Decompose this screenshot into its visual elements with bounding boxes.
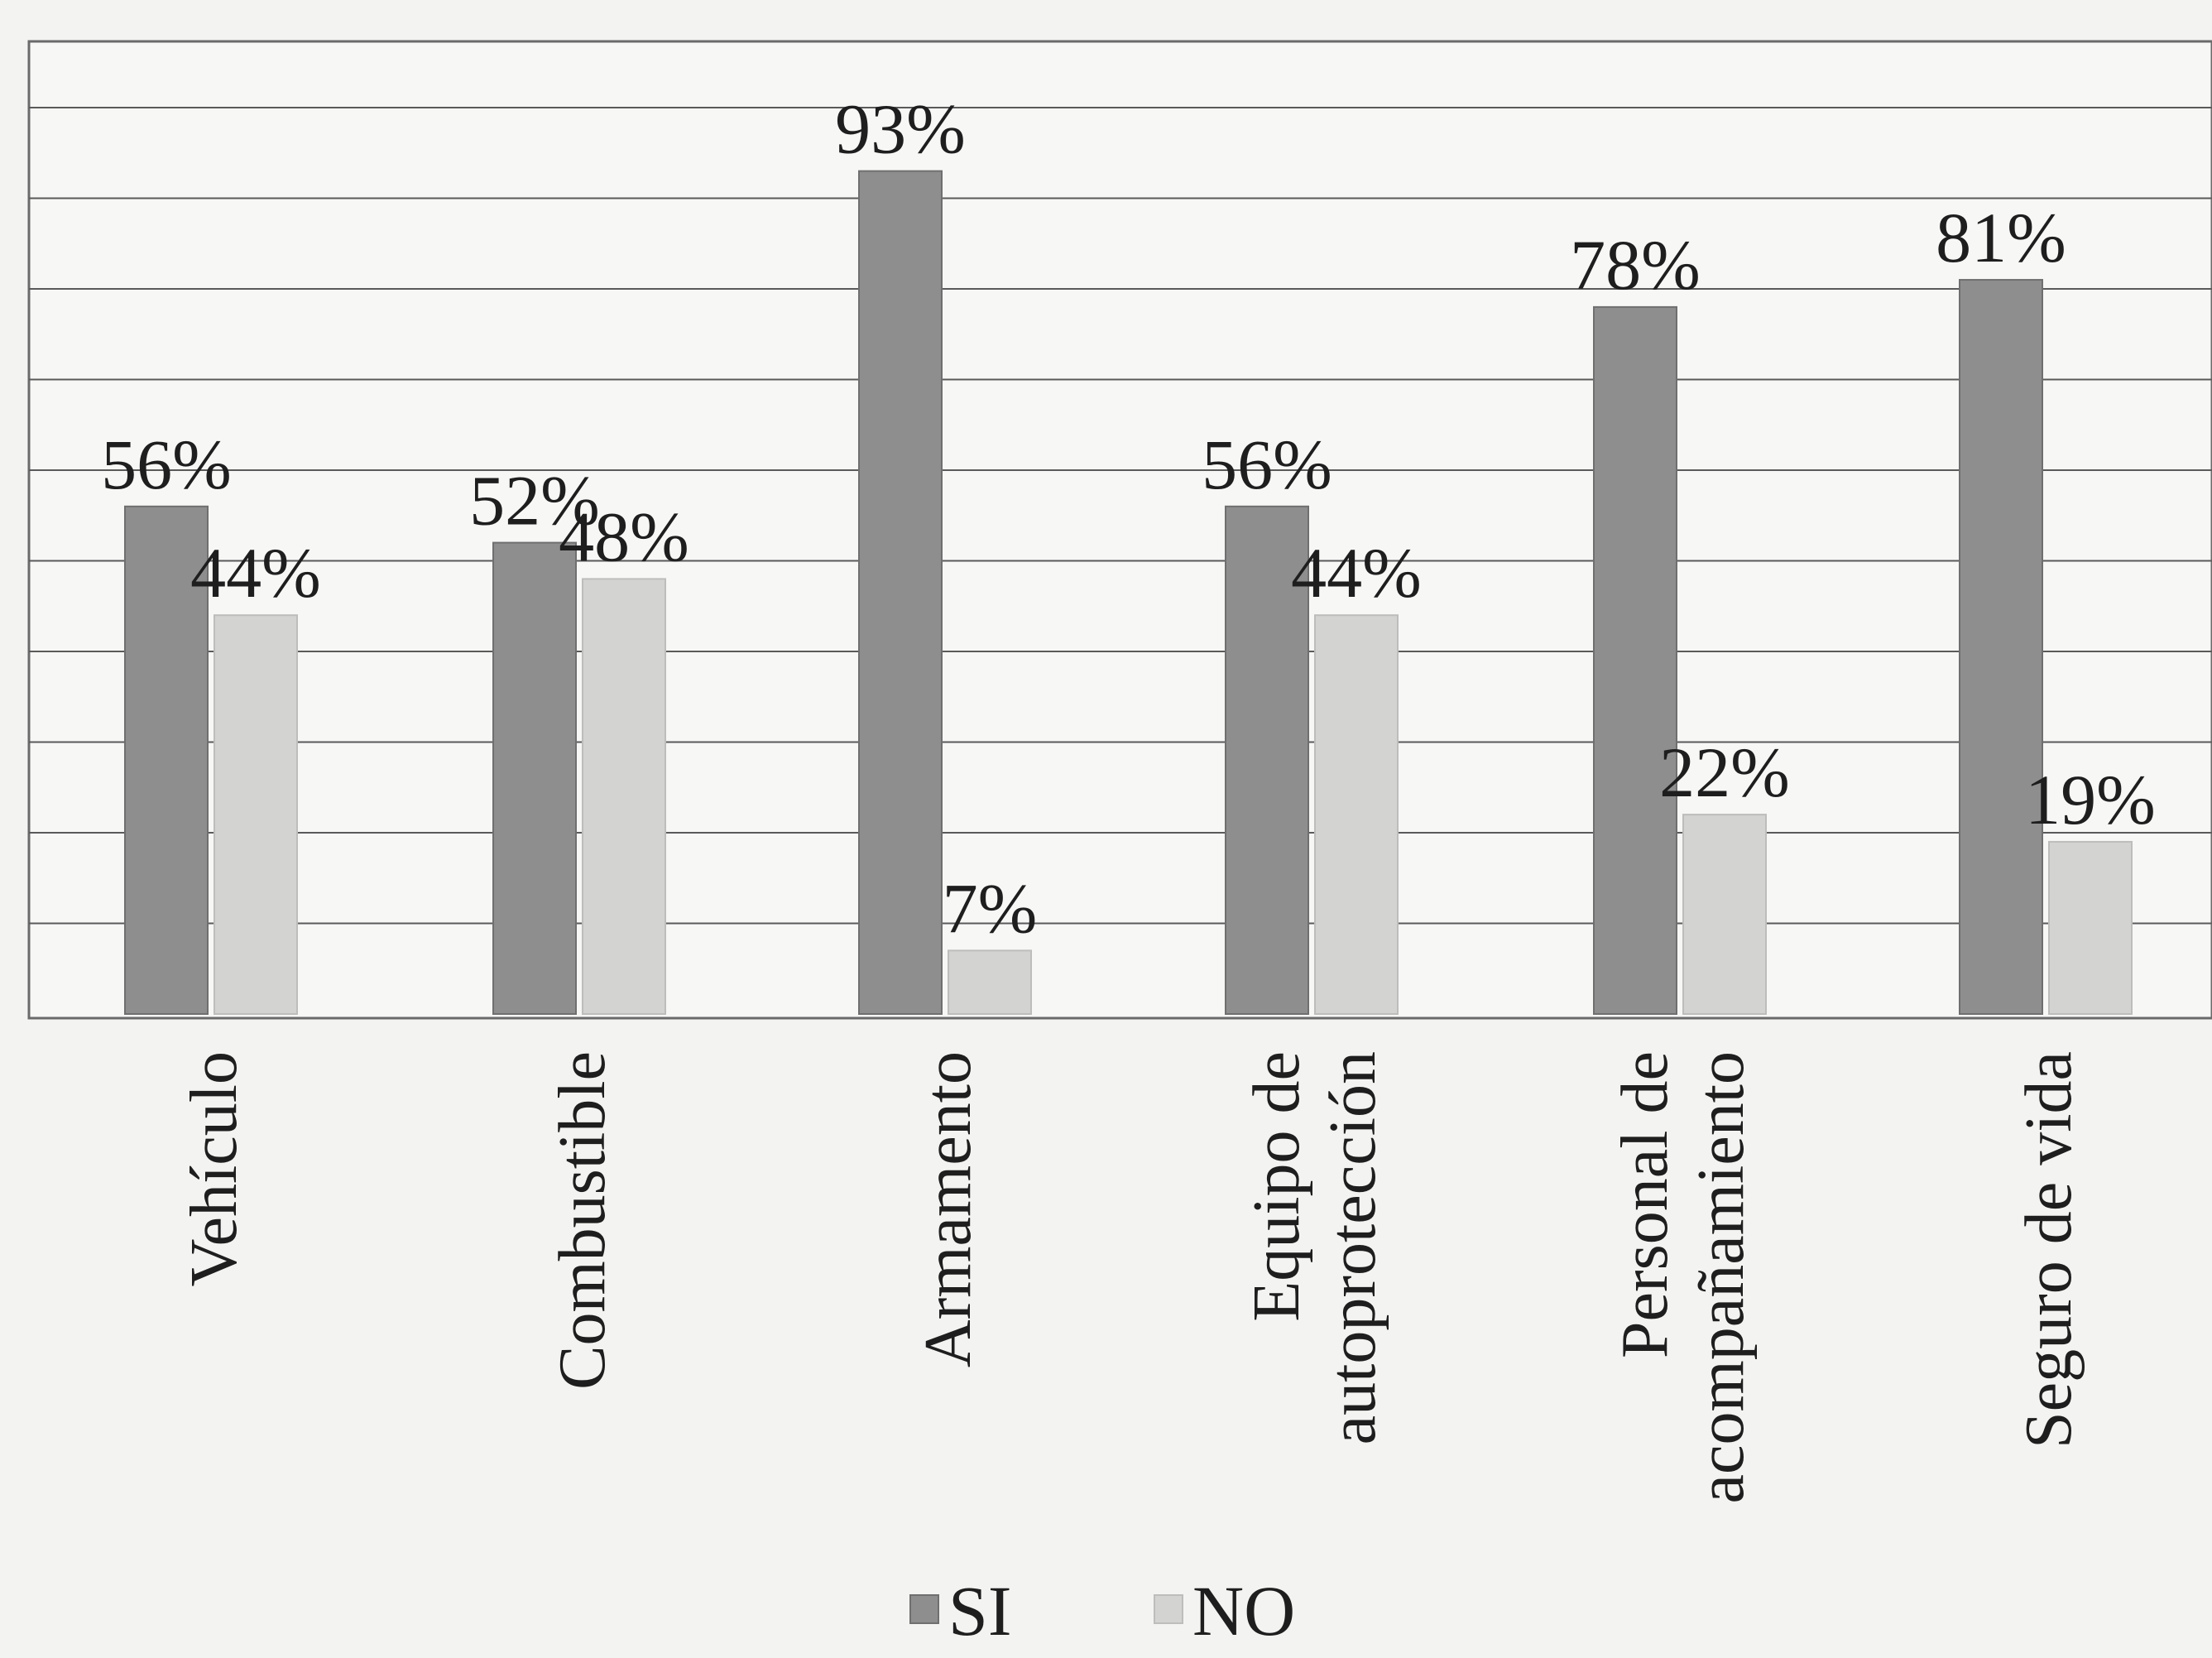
bar-no-2	[948, 949, 1032, 1015]
data-label-si-3: 56%	[1202, 425, 1332, 504]
bars	[124, 170, 2133, 1016]
data-label-no-0: 44%	[190, 533, 321, 613]
bar-si-4	[1593, 305, 1677, 1015]
bar-si-2	[858, 170, 943, 1015]
data-label-no-4: 22%	[1659, 733, 1790, 812]
category-label-3-0: Equipo de	[1240, 1051, 1313, 1322]
data-label-no-5: 19%	[2025, 760, 2156, 839]
legend-swatch-si	[909, 1594, 939, 1624]
data-label-si-1: 52%	[469, 461, 600, 541]
category-label-2-0: Armamento	[912, 1051, 985, 1367]
data-label-no-3: 44%	[1291, 533, 1422, 613]
bar-si-3	[1225, 505, 1309, 1015]
legend-label-si: SI	[948, 1571, 1011, 1651]
bar-no-1	[582, 578, 666, 1015]
legend: SI NO	[909, 1571, 1295, 1651]
bar-si-5	[1959, 279, 2043, 1015]
data-label-no-1: 48%	[559, 497, 689, 576]
legend-label-no: NO	[1192, 1571, 1295, 1651]
category-label-3-1: autoprotección	[1317, 1051, 1389, 1444]
category-label-4-1: acompañamiento	[1685, 1051, 1758, 1503]
plot-area	[27, 40, 2212, 1020]
data-label-si-2: 93%	[835, 89, 966, 169]
category-label-0-0: Vehículo	[178, 1051, 251, 1286]
gridlines	[29, 107, 2212, 925]
bar-no-0	[214, 614, 298, 1015]
data-label-no-2: 7%	[943, 868, 1038, 948]
bar-si-0	[124, 505, 209, 1015]
category-label-5-0: Seguro de vida	[2013, 1051, 2085, 1449]
bar-no-4	[1682, 814, 1767, 1015]
data-label-si-0: 56%	[101, 425, 232, 504]
data-label-si-5: 81%	[1936, 198, 2066, 277]
legend-swatch-no	[1154, 1594, 1183, 1624]
bar-no-3	[1314, 614, 1399, 1015]
category-label-4-0: Personal de	[1609, 1051, 1682, 1358]
category-label-1-0: Combustible	[546, 1051, 619, 1390]
category-labels: Vehículo Combustible Armamento Equipo de aut…	[178, 1051, 2085, 1503]
data-labels: 56% 52% 93% 56% 78% 81% 44% 48% 7% 44% 22% 19%	[101, 89, 2156, 949]
data-label-si-4: 78%	[1570, 225, 1701, 305]
bar-no-5	[2048, 840, 2133, 1016]
bar-si-1	[492, 541, 577, 1015]
